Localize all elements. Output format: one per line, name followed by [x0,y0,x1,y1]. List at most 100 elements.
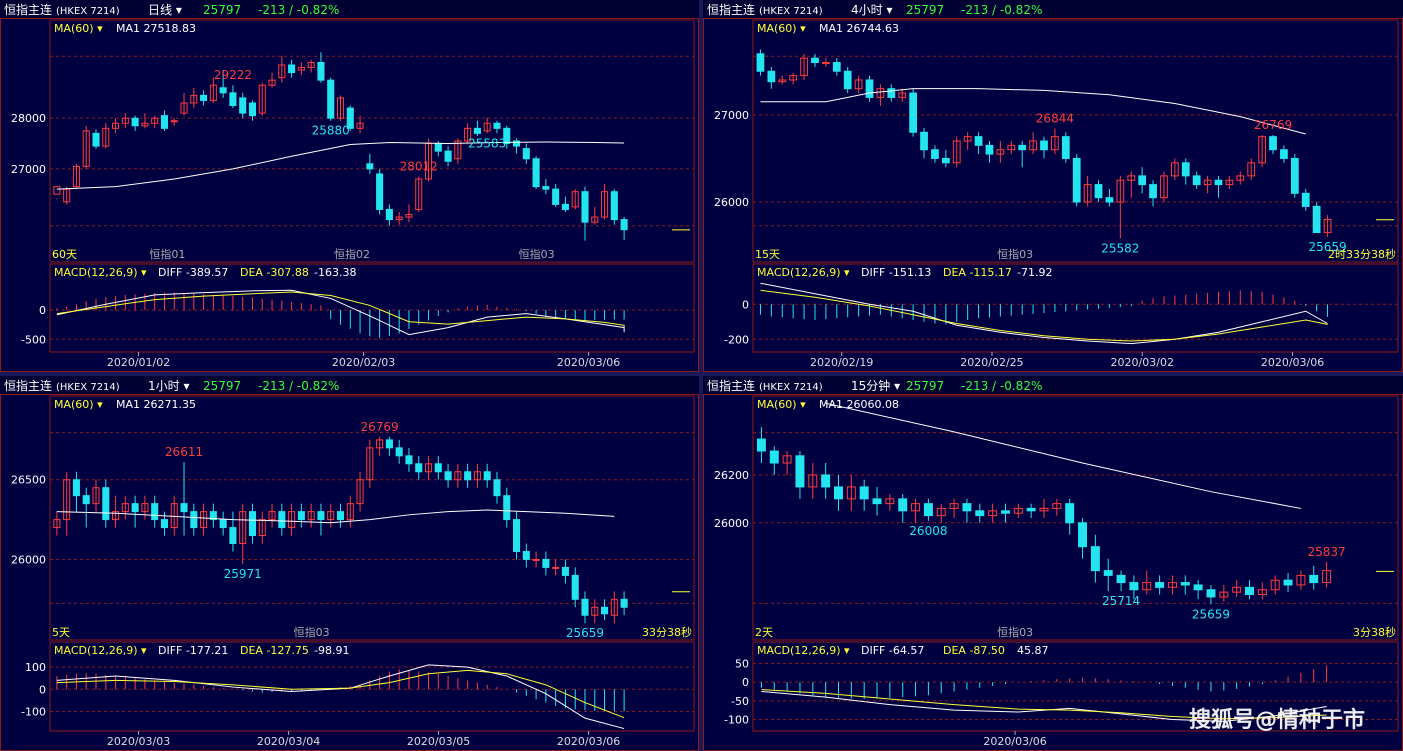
candle-body [782,455,792,464]
candle-body [297,511,305,521]
macd-value: -163.38 [314,266,356,279]
candle-body [151,503,159,521]
candle-body [1138,175,1147,186]
macd-tick-label: 0 [742,298,749,311]
price-change: -213 / -0.82% [258,3,339,17]
candle-body [581,191,589,223]
candle-body [454,471,462,481]
candle-body [503,127,511,145]
candle-body [898,92,907,98]
macd-value: -98.91 [314,644,349,657]
candle-body [843,70,852,90]
x-axis-label: 2020/03/02 [1111,356,1174,369]
candle-body [209,511,217,521]
candle-body [811,57,819,64]
chart-panel-3: 恒指主连 (HKEX 7214) 1小时 ▾ 25797 -213 / -0.82% 26… [0,376,699,751]
candle-body [190,511,198,529]
candle-body [949,503,959,509]
candle-body [1203,179,1212,186]
instrument-code: (HKEX 7214) [56,382,120,393]
contract-marker: 恒指01 [149,247,185,261]
price-tick-label: 27000 [11,163,46,176]
candle-body [376,173,384,210]
candle-body [92,132,100,147]
candle-body [239,97,247,114]
candle-body [63,479,71,521]
candle-body [121,503,129,513]
span-label: 2天 [755,626,773,639]
candle-body [996,149,1005,155]
candle-body [141,503,149,513]
instrument-name: 恒指主连 [707,2,755,17]
chart-svg: 恒指主连 (HKEX 7214) 日线 ▾ 25797 -213 / -0.82% 280… [0,0,699,372]
low-annotation: 25880 [312,124,350,138]
candle-body [473,471,481,481]
ma-label: MA(60) ▾ [54,398,103,411]
candle-body [180,503,188,513]
candle-body [988,510,998,517]
candle-body [1247,162,1256,177]
candle-body [1296,574,1306,586]
span-label: 5天 [52,626,70,639]
low-annotation: 25583 [468,136,506,150]
candle-body [248,511,257,537]
macd-tick-label: -200 [724,333,749,346]
candle-body [920,131,928,151]
candle-body [1000,510,1010,514]
macd-value: -71.92 [1017,266,1052,279]
candle-body [1245,586,1254,596]
x-axis-label: 2020/03/04 [257,735,320,748]
low-annotation: 25659 [566,626,604,640]
candle-body [769,450,779,464]
main-frame [49,395,695,641]
contract-marker: 恒指03 [519,247,555,261]
candle-body [268,511,276,521]
candle-body [561,566,569,576]
candle-body [1312,205,1321,234]
diff-line [56,289,625,336]
candle-body [1078,522,1088,548]
candle-body [1309,574,1319,584]
candle-body [170,120,178,123]
macd-frame [752,263,1399,353]
candle-body [513,140,521,147]
candle-body [1236,175,1245,181]
candle-body [385,439,393,449]
candle-body [909,92,918,133]
candle-body [1116,574,1126,584]
candle-body [444,471,452,481]
candle-body [434,143,442,152]
panel-bg [703,0,1403,372]
candle-body [493,479,501,497]
macd-tick-label: -500 [21,333,46,346]
price-tick-label: 27000 [714,109,749,122]
candle-body [278,511,286,529]
candle-body [1051,136,1059,151]
high-annotation: 26769 [361,420,399,434]
price-tick-label: 26000 [714,517,749,530]
candle-body [1026,507,1036,512]
candle-body [415,463,423,473]
candle-body [454,140,462,160]
high-annotation: 26769 [1254,118,1292,132]
candle-body [366,163,374,170]
candle-body [561,203,569,210]
candle-body [346,503,354,521]
candle-body [1219,591,1229,598]
price-tick-label: 26200 [714,469,749,482]
candle-body [1160,175,1168,199]
x-axis-label: 2020/02/03 [332,356,395,369]
ma-value: MA1 27518.83 [116,22,196,35]
candle-body [1103,570,1113,576]
candle-body [141,122,149,127]
ma-line [760,88,1306,135]
candle-body [72,479,80,497]
instrument-name: 恒指主连 [707,378,755,393]
x-axis-label: 2020/03/06 [557,356,620,369]
macd-tick-label: -50 [731,695,749,708]
candle-body [1007,144,1016,151]
macd-tick-label: 0 [742,676,749,689]
macd-frame [49,263,695,353]
candle-body [1270,579,1280,591]
candle-body [778,79,787,83]
